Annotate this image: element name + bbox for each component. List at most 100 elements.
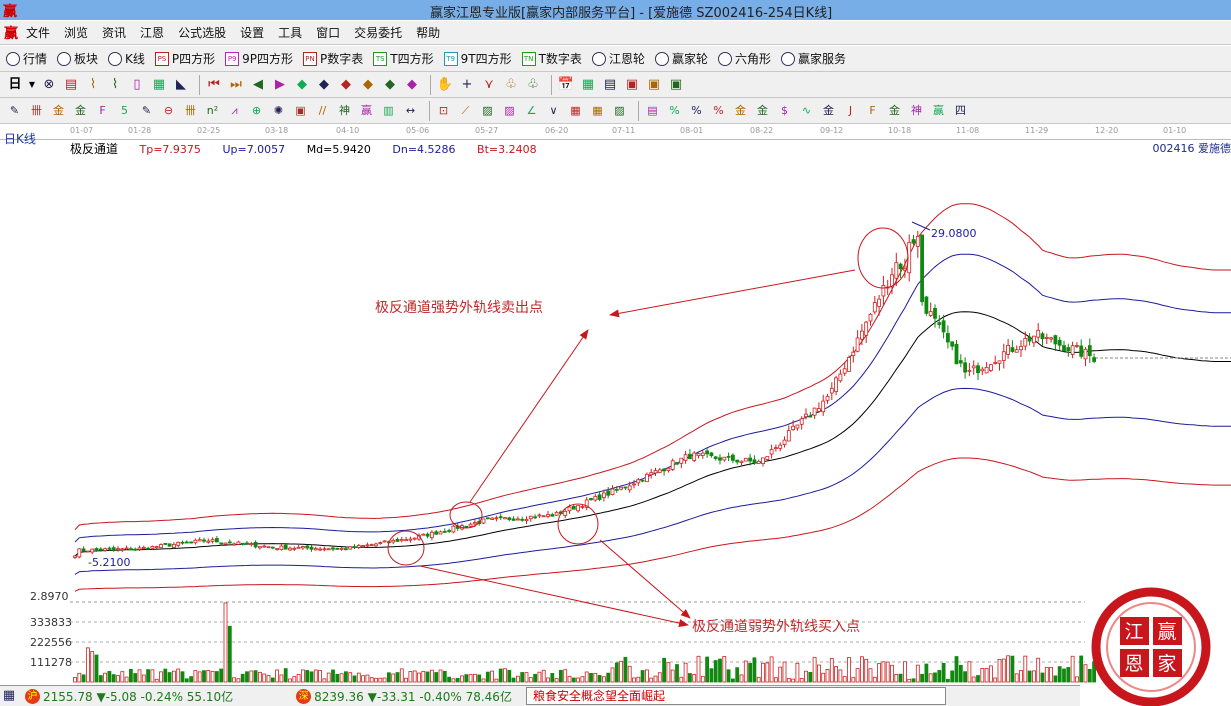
drawing-tool-icon[interactable]: 金 — [75, 103, 86, 117]
menu-item[interactable]: 交易委托 — [354, 26, 403, 40]
drawing-tool-icon[interactable]: ▦ — [570, 103, 581, 117]
period-select[interactable]: 日 — [8, 76, 22, 92]
chart-tool-icon[interactable]: ▤ — [603, 76, 617, 92]
chart-tool-icon[interactable]: ▦ — [152, 76, 166, 92]
toolbar-button[interactable]: 赢家服务 — [780, 50, 846, 67]
chart-tool-icon[interactable]: ▶ — [275, 76, 285, 92]
drawing-tool-icon[interactable]: % — [713, 103, 724, 117]
drawing-tool-icon[interactable]: 赢 — [933, 103, 944, 117]
drawing-tool-icon[interactable]: 金 — [823, 103, 834, 117]
shenzhen-index[interactable]: 8239.36 ▼-33.31 -0.40% 78.46亿 — [314, 689, 512, 704]
drawing-tool-icon[interactable]: n² — [206, 103, 219, 117]
menu-item[interactable]: 工具 — [278, 26, 303, 40]
chart-tool-icon[interactable]: ♧ — [505, 76, 517, 92]
drawing-tool-icon[interactable]: ∠ — [526, 103, 537, 117]
chart-tool-icon[interactable]: ▣ — [647, 76, 661, 92]
drawing-tool-icon[interactable]: ∨ — [549, 103, 558, 117]
drawing-tool-icon[interactable]: % — [669, 103, 680, 117]
toolbar-button[interactable]: 板块 — [57, 50, 98, 67]
drawing-tool-icon[interactable]: ⊖ — [163, 103, 174, 117]
toolbar-button[interactable]: TN T数字表 — [521, 50, 582, 67]
drawing-tool-icon[interactable]: 神 — [911, 103, 922, 117]
chart-tool-icon[interactable]: ◆ — [319, 76, 329, 92]
drawing-tool-icon[interactable]: 四 — [955, 103, 966, 117]
chart-tool-icon[interactable]: ⊗ — [43, 76, 55, 92]
chart-tool-icon[interactable]: ▣ — [669, 76, 683, 92]
drawing-tool-icon[interactable]: 卌 — [185, 103, 196, 117]
chart-tool-icon[interactable]: ⋎ — [484, 76, 494, 92]
menu-item[interactable]: 公式选股 — [178, 26, 227, 40]
drawing-tool-icon[interactable]: 神 — [339, 103, 350, 117]
dropdown-arrow-icon[interactable]: ▼ — [28, 79, 36, 89]
menu-item[interactable]: 窗口 — [316, 26, 341, 40]
chart-tool-icon[interactable]: ◆ — [407, 76, 417, 92]
chart-tool-icon[interactable]: ⌇ — [111, 76, 119, 92]
drawing-tool-icon[interactable]: $ — [781, 103, 788, 117]
drawing-tool-icon[interactable]: F — [99, 103, 106, 117]
drawing-tool-icon[interactable]: ⊕ — [251, 103, 262, 117]
drawing-tool-icon[interactable]: 赢 — [361, 103, 372, 117]
drawing-tool-icon[interactable]: ▨ — [504, 103, 515, 117]
chart-tool-icon[interactable]: ▦ — [581, 76, 595, 92]
toolbar-button[interactable]: TS T四方形 — [373, 50, 434, 67]
drawing-tool-icon[interactable]: 金 — [735, 103, 746, 117]
drawing-tool-icon[interactable]: ✺ — [273, 103, 284, 117]
chart-tool-icon[interactable]: ◆ — [385, 76, 395, 92]
drawing-tool-icon[interactable]: 金 — [53, 103, 64, 117]
drawing-tool-icon[interactable]: ↔ — [405, 103, 416, 117]
toolbar-button[interactable]: 赢家轮 — [654, 50, 708, 67]
toolbar-button[interactable]: T9 9T四方形 — [443, 50, 512, 67]
drawing-tool-icon[interactable]: ⩘ — [231, 103, 238, 117]
drawing-tool-icon[interactable]: % — [691, 103, 702, 117]
toolbar-button[interactable]: 六角形 — [717, 50, 771, 67]
menu-item[interactable]: 浏览 — [64, 26, 89, 40]
drawing-tool-icon[interactable]: // — [318, 103, 327, 117]
chart-tool-icon[interactable]: ◆ — [363, 76, 373, 92]
toolbar-button[interactable]: P9 9P四方形 — [225, 50, 293, 67]
drawing-tool-icon[interactable]: ∿ — [801, 103, 812, 117]
chart-tool-icon[interactable]: ◆ — [297, 76, 307, 92]
menu-item[interactable]: 文件 — [26, 26, 51, 40]
toolbar-button[interactable]: PN P数字表 — [303, 50, 363, 67]
chart-tool-icon[interactable]: 📅 — [557, 76, 575, 92]
menu-item[interactable]: 江恩 — [140, 26, 165, 40]
chart-tool-icon[interactable]: + — [461, 76, 473, 92]
chart-tool-icon[interactable]: ⏭ — [230, 76, 242, 92]
chart-tool-icon[interactable]: ▣ — [625, 76, 639, 92]
toolbar-button[interactable]: PS P四方形 — [154, 50, 215, 67]
drawing-tool-icon[interactable]: J — [848, 103, 853, 117]
drawing-tool-icon[interactable]: ⟋ — [461, 103, 470, 117]
chart-tool-icon[interactable]: ◀ — [253, 76, 263, 92]
drawing-tool-icon[interactable]: ▤ — [647, 103, 658, 117]
news-ticker[interactable]: 粮食安全概念望全面崛起 — [525, 687, 946, 705]
calendar-grid-icon[interactable]: ▦ — [2, 688, 16, 703]
chart-tool-icon[interactable]: ⌇ — [89, 76, 97, 92]
chart-tool-icon[interactable]: ♧ — [527, 76, 539, 92]
menu-item[interactable]: 资讯 — [102, 26, 127, 40]
drawing-tool-icon[interactable]: ✎ — [141, 103, 152, 117]
chart-tool-icon[interactable]: ◣ — [176, 76, 186, 92]
menu-item[interactable]: 帮助 — [416, 26, 441, 40]
drawing-tool-icon[interactable]: ✎ — [9, 103, 20, 117]
drawing-tool-icon[interactable]: ▨ — [482, 103, 493, 117]
drawing-tool-icon[interactable]: 金 — [889, 103, 900, 117]
chart-tool-icon[interactable]: ▤ — [64, 76, 78, 92]
toolbar-button[interactable]: 行情 — [6, 50, 47, 67]
toolbar-button[interactable]: K线 — [108, 50, 145, 67]
drawing-tool-icon[interactable]: ▦ — [592, 103, 603, 117]
toolbar-button[interactable]: 江恩轮 — [591, 50, 645, 67]
chart-tool-icon[interactable]: ✋ — [436, 76, 454, 92]
chart-tool-icon[interactable]: ▯ — [133, 76, 141, 92]
drawing-tool-icon[interactable]: ▥ — [383, 103, 394, 117]
drawing-tool-icon[interactable]: 金 — [757, 103, 768, 117]
chart-tool-icon[interactable]: ⏮ — [208, 76, 220, 92]
drawing-tool-icon[interactable]: ▣ — [295, 103, 306, 117]
shanghai-index[interactable]: 2155.78 ▼-5.08 -0.24% 55.10亿 — [43, 689, 234, 704]
drawing-tool-icon[interactable]: 卌 — [31, 103, 42, 117]
menu-item[interactable]: 设置 — [240, 26, 265, 40]
drawing-tool-icon[interactable]: ⊡ — [438, 103, 449, 117]
drawing-tool-icon[interactable]: ▨ — [614, 103, 625, 117]
drawing-tool-icon[interactable]: F — [869, 103, 876, 117]
chart-tool-icon[interactable]: ◆ — [341, 76, 351, 92]
drawing-tool-icon[interactable]: 5 — [121, 103, 128, 117]
